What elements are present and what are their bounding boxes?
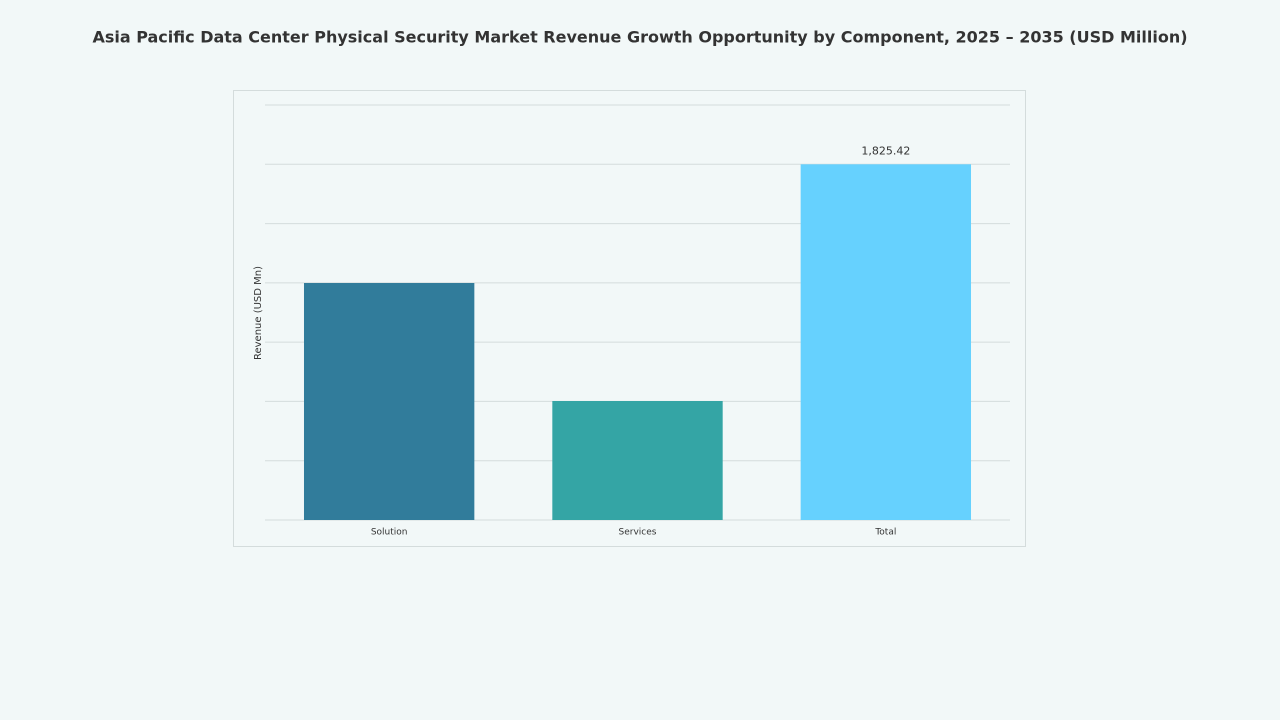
- bar: [800, 164, 972, 520]
- data-label: 1,825.42: [861, 144, 910, 157]
- x-tick-label: Services: [619, 528, 657, 538]
- x-tick-label: Solution: [371, 528, 408, 538]
- bar: [552, 400, 723, 520]
- bar: [303, 283, 475, 520]
- x-tick-label: Total: [874, 528, 896, 538]
- y-axis-label: Revenue (USD Mn): [253, 266, 264, 360]
- chart-title: Asia Pacific Data Center Physical Securi…: [92, 28, 1187, 47]
